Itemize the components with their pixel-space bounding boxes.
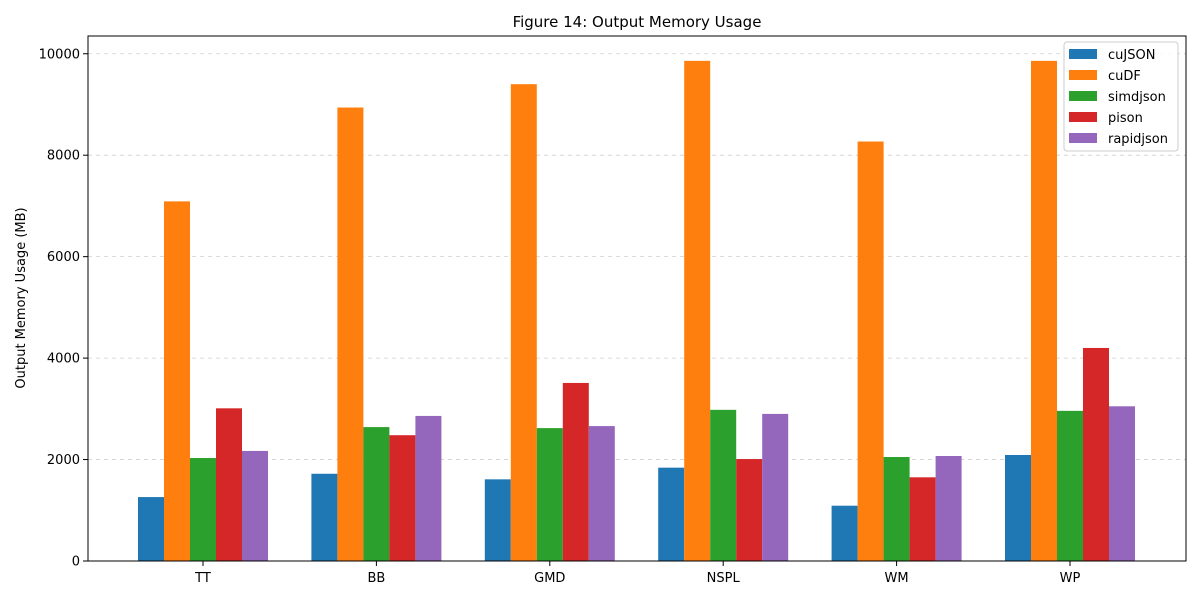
bar-pison-NSPL bbox=[736, 459, 763, 561]
plot-frame bbox=[87, 35, 1187, 562]
bar-rapidjson-TT bbox=[242, 450, 268, 561]
x-axis-ticks: TT BB GMD NSPL WM WP bbox=[194, 561, 1081, 586]
bar-cuDF-BB bbox=[337, 107, 364, 562]
legend-label-pison: pison bbox=[1108, 111, 1143, 126]
bar-pison-GMD bbox=[562, 382, 589, 561]
bar-cuDF-NSPL bbox=[684, 60, 711, 561]
chart-title: Figure 14: Output Memory Usage bbox=[513, 13, 762, 31]
legend-label-cuJSON: cuJSON bbox=[1108, 48, 1155, 63]
y-axis-label: Output Memory Usage (MB) bbox=[14, 207, 29, 388]
bar-cuDF-WP bbox=[1031, 60, 1057, 561]
bar-simdjson-WM bbox=[883, 457, 910, 561]
y-tick-label-0: 0 bbox=[72, 555, 80, 570]
bar-rapidjson-GMD bbox=[588, 426, 615, 561]
bar-simdjson-BB bbox=[363, 427, 390, 561]
x-tick-label-WM: WM bbox=[885, 571, 909, 586]
bar-cuDF-WM bbox=[857, 141, 884, 561]
bar-simdjson-WP bbox=[1057, 410, 1083, 561]
legend: cuJSON cuDF simdjson pison rapidjson bbox=[1063, 41, 1179, 152]
x-tick-label-GMD: GMD bbox=[534, 571, 565, 586]
y-tick-label-5: 10000 bbox=[39, 47, 80, 62]
bar-cuDF-TT bbox=[164, 201, 190, 562]
bar-pison-TT bbox=[216, 408, 242, 561]
legend-label-cuDF: cuDF bbox=[1108, 69, 1141, 84]
bar-simdjson-GMD bbox=[536, 428, 563, 561]
legend-label-rapidjson: rapidjson bbox=[1108, 132, 1168, 147]
bars-group bbox=[138, 60, 1135, 562]
bar-rapidjson-WM bbox=[935, 456, 962, 561]
bar-cuJSON-TT bbox=[138, 497, 164, 561]
legend-box bbox=[1063, 41, 1179, 152]
legend-swatch-cuJSON bbox=[1069, 49, 1097, 59]
bar-pison-WP bbox=[1083, 347, 1109, 561]
y-tick-label-1: 2000 bbox=[47, 453, 80, 468]
bar-cuDF-GMD bbox=[510, 84, 537, 561]
bar-rapidjson-NSPL bbox=[762, 413, 789, 561]
bar-rapidjson-WP bbox=[1109, 406, 1135, 561]
bar-cuJSON-BB bbox=[311, 473, 338, 561]
legend-swatch-cuDF bbox=[1069, 70, 1097, 80]
bar-rapidjson-BB bbox=[415, 415, 442, 561]
y-tick-label-4: 8000 bbox=[47, 149, 80, 164]
bar-simdjson-TT bbox=[190, 458, 216, 561]
y-tick-label-2: 4000 bbox=[47, 352, 80, 367]
y-tick-label-3: 6000 bbox=[47, 250, 80, 265]
bar-pison-BB bbox=[389, 435, 416, 561]
x-tick-label-BB: BB bbox=[367, 571, 385, 586]
x-tick-label-NSPL: NSPL bbox=[707, 571, 741, 586]
bar-pison-WM bbox=[909, 477, 936, 561]
bar-simdjson-NSPL bbox=[710, 409, 737, 561]
legend-swatch-simdjson bbox=[1069, 91, 1097, 101]
bar-cuJSON-WM bbox=[831, 505, 858, 561]
legend-label-simdjson: simdjson bbox=[1108, 90, 1166, 105]
bar-cuJSON-WP bbox=[1005, 454, 1031, 561]
legend-swatch-pison bbox=[1069, 112, 1097, 122]
bar-cuJSON-GMD bbox=[484, 479, 511, 561]
grid-lines bbox=[88, 53, 1186, 460]
y-axis-ticks: 0 2000 4000 6000 8000 10000 bbox=[39, 47, 88, 570]
x-tick-label-TT: TT bbox=[194, 571, 211, 586]
legend-swatch-rapidjson bbox=[1069, 133, 1097, 143]
x-tick-label-WP: WP bbox=[1060, 571, 1081, 586]
bar-cuJSON-NSPL bbox=[658, 467, 685, 561]
